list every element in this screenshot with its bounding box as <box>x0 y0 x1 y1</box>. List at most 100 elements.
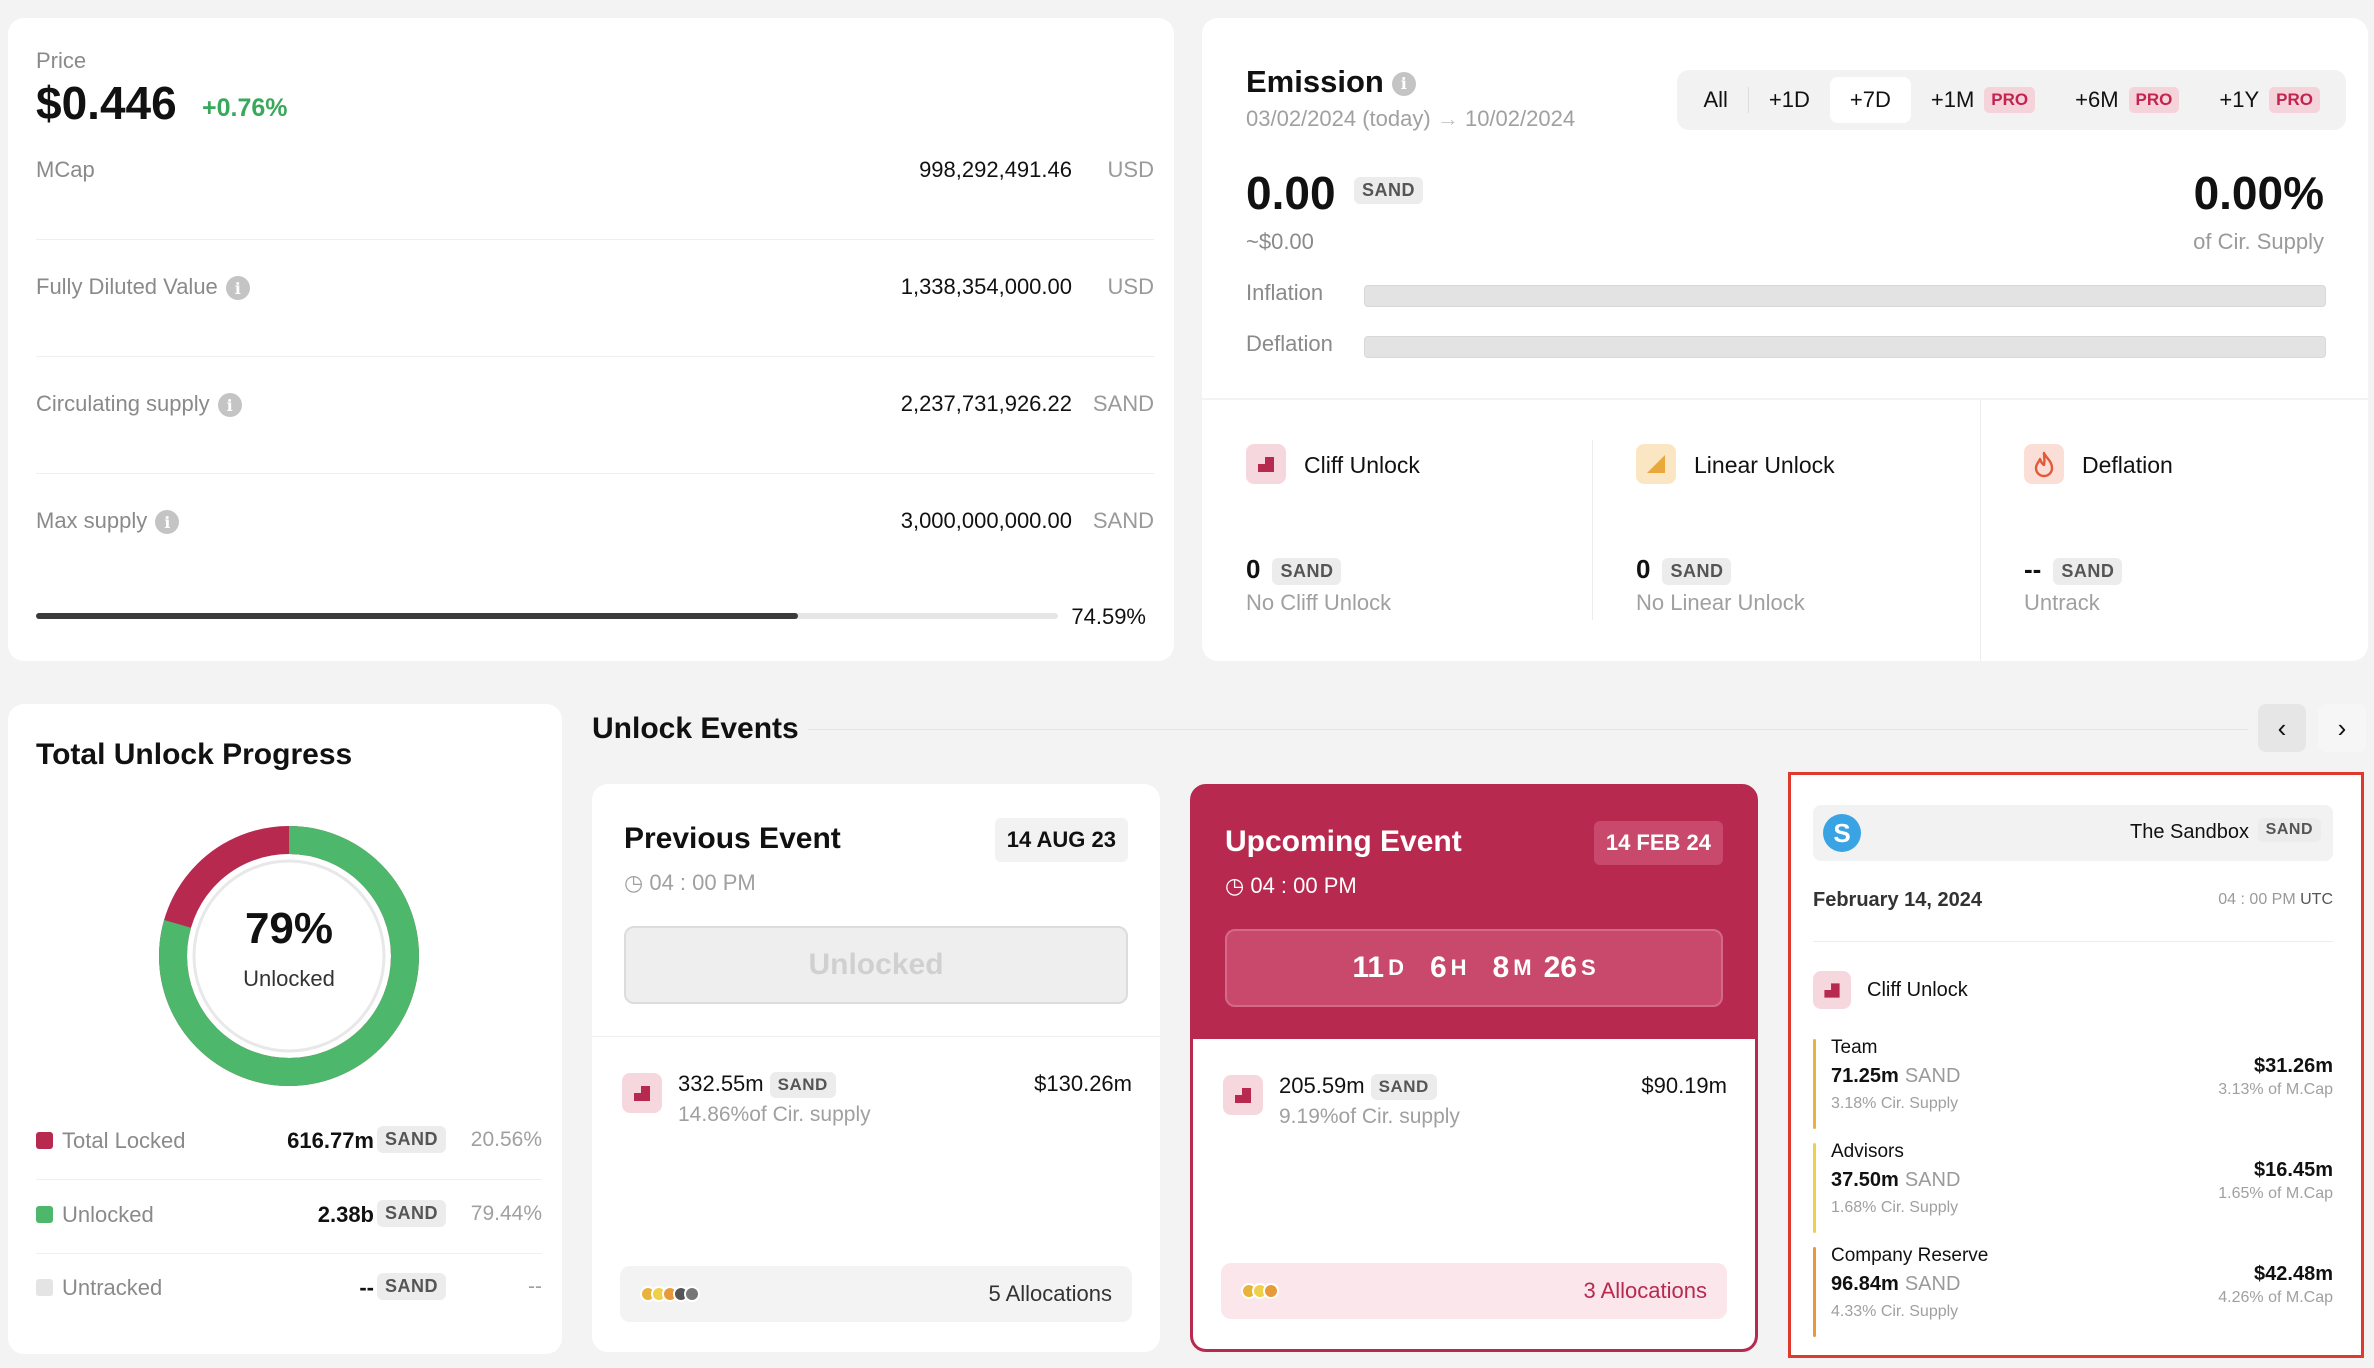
allocation-usd: $16.45m <box>2254 1159 2333 1181</box>
allocation-color-bar <box>1813 1143 1816 1233</box>
allocation-mcap: 4.26% of M.Cap <box>2218 1289 2333 1306</box>
token-symbol-tag: SAND <box>2257 818 2321 842</box>
event-usd: $130.26m <box>1034 1071 1132 1096</box>
unlock-type-amount: 0 SAND <box>1246 554 1342 585</box>
detail-date: February 14, 2024 <box>1813 889 1982 911</box>
pro-badge: PRO <box>2269 87 2320 113</box>
token-stats-card: Price $0.446 +0.76% MCap 998,292,491.46 … <box>8 18 1174 661</box>
stat-label: MCap <box>36 157 95 182</box>
divider <box>1980 400 1981 661</box>
allocation-amount: 96.84m SAND <box>1831 1273 1961 1295</box>
stat-unit: SAND <box>1092 391 1154 416</box>
linear-unlock-icon <box>1636 444 1676 484</box>
flame-icon <box>2024 444 2064 484</box>
legend-name: Untracked <box>62 1275 163 1300</box>
stat-value: 998,292,491.46 <box>919 157 1072 182</box>
event-supply: 9.19%of Cir. supply <box>1279 1105 1460 1128</box>
deflation-bar <box>1364 336 2326 358</box>
fdv-row: Fully Diluted Value i 1,338,354,000.00 US… <box>36 240 1154 357</box>
allocations-button[interactable]: 3 Allocations <box>1221 1263 1727 1319</box>
info-icon[interactable]: i <box>225 276 250 301</box>
unlock-events-title: Unlock Events <box>592 712 799 745</box>
clock-icon: ◷ <box>1225 873 1245 898</box>
stat-label: Circulating supply i <box>36 391 242 418</box>
allocation-supply: 1.68% Cir. Supply <box>1831 1199 1959 1216</box>
deflation-row: Deflation <box>1246 331 2326 361</box>
next-button[interactable]: › <box>2318 704 2366 752</box>
inflation-row: Inflation <box>1246 280 2326 310</box>
event-supply: 14.86%of Cir. supply <box>678 1103 871 1126</box>
previous-event-card[interactable]: Previous Event 14 AUG 23 ◷ 04 : 00 PM Un… <box>592 784 1160 1352</box>
cliff-unlock-icon <box>1813 971 1851 1009</box>
arrow-right-icon: → <box>1436 106 1459 131</box>
unlock-type-sub: No Linear Unlock <box>1636 590 1805 615</box>
legend-swatch <box>36 1206 53 1223</box>
emission-usd: ~$0.00 <box>1246 229 1314 254</box>
allocation-mcap: 1.65% of M.Cap <box>2218 1185 2333 1202</box>
stat-value: 2,237,731,926.22 <box>900 391 1072 416</box>
pro-badge: PRO <box>2128 87 2180 113</box>
allocation-row: Team 71.25m SAND 3.18% Cir. Supply $31.26… <box>1813 1033 2333 1133</box>
tab-6m[interactable]: +6M PRO <box>2055 77 2199 123</box>
mcap-row: MCap 998,292,491.46 USD <box>36 123 1154 240</box>
stat-label: Fully Diluted Value i <box>36 274 250 301</box>
unlock-progress-card: Total Unlock Progress 79% Unlocked Total… <box>8 704 562 1354</box>
allocation-color-bar <box>1813 1247 1816 1337</box>
token-symbol-tag: SAND <box>376 1126 446 1153</box>
info-icon[interactable]: i <box>1391 71 1416 96</box>
pro-badge: PRO <box>1984 87 2036 113</box>
stat-unit: USD <box>1107 274 1154 299</box>
detail-time: 04 : 00 PM UTC <box>2218 891 2333 908</box>
legend-untracked: Untracked -- SAND -- <box>36 1255 542 1327</box>
allocations-button[interactable]: 5 Allocations <box>620 1266 1132 1322</box>
event-detail-panel: S The Sandbox SAND February 14, 2024 04 … <box>1788 772 2364 1358</box>
tab-1m[interactable]: +1M PRO <box>1911 77 2055 123</box>
progress-title: Total Unlock Progress <box>36 738 353 771</box>
event-time: ◷ 04 : 00 PM <box>624 870 756 895</box>
previous-button[interactable]: ‹ <box>2258 704 2306 752</box>
info-icon[interactable]: i <box>155 510 180 535</box>
upcoming-event-card[interactable]: Upcoming Event 14 FEB 24 ◷ 04 : 00 PM 11… <box>1190 784 1758 1352</box>
tab-1d[interactable]: +1D <box>1768 87 1810 112</box>
legend-unlocked: Unlocked 2.38b SAND 79.44% <box>36 1182 542 1254</box>
time-range-tabs: All +1D +7D +1M PRO +6M PRO +1Y PRO <box>1677 70 2346 130</box>
unlock-type-name: Linear Unlock <box>1694 452 1835 478</box>
allocations-count: 5 Allocations <box>988 1281 1112 1306</box>
unlock-type-amount: -- SAND <box>2024 554 2123 585</box>
unlock-type-name: Cliff Unlock <box>1304 452 1420 478</box>
tab-1y[interactable]: +1Y PRO <box>2199 77 2340 123</box>
event-summary: 332.55m SAND $130.26m 14.86%of Cir. suppl… <box>592 1036 1160 1352</box>
unlock-donut-chart <box>159 826 419 1086</box>
allocation-usd: $31.26m <box>2254 1055 2333 1077</box>
legend-swatch <box>36 1279 53 1296</box>
divider <box>808 729 2248 730</box>
event-amount: 332.55m SAND <box>678 1071 836 1099</box>
donut-label: Unlocked <box>243 966 335 991</box>
emission-amount: 0.00 <box>1246 167 1336 219</box>
linear-unlock-summary: Linear Unlock 0 SAND No Linear Unlock <box>1592 400 1980 661</box>
tab-7d[interactable]: +7D <box>1829 77 1911 123</box>
info-icon[interactable]: i <box>217 393 242 418</box>
event-date-badge: 14 AUG 23 <box>994 818 1128 862</box>
legend-value: 616.77m <box>287 1128 374 1153</box>
legend-percent: 20.56% <box>470 1128 542 1151</box>
legend-swatch <box>36 1132 53 1149</box>
token-symbol-tag: SAND <box>376 1200 446 1227</box>
price-change: +0.76% <box>202 94 288 122</box>
clock-icon: ◷ <box>624 870 644 895</box>
cliff-unlock-icon <box>1223 1075 1263 1115</box>
allocation-row: Advisors 37.50m SAND 1.68% Cir. Supply $1… <box>1813 1137 2333 1237</box>
allocation-mcap: 3.13% of M.Cap <box>2218 1081 2333 1098</box>
tab-all[interactable]: All <box>1703 87 1728 112</box>
token-symbol-tag: SAND <box>1354 177 1424 204</box>
chevron-right-icon: › <box>2337 712 2347 743</box>
allocation-amount: 71.25m SAND <box>1831 1065 1961 1087</box>
unlocked-status-button: Unlocked <box>624 926 1128 1004</box>
stat-label: Max supply i <box>36 508 180 535</box>
supply-progress-bar <box>36 613 1058 619</box>
event-usd: $90.19m <box>1641 1073 1727 1098</box>
inflation-bar <box>1364 285 2326 307</box>
unlock-type-name: Deflation <box>2082 452 2173 478</box>
event-summary: 205.59m SAND $90.19m 9.19%of Cir. supply … <box>1193 1039 1755 1349</box>
cliff-unlock-icon <box>1246 444 1286 484</box>
